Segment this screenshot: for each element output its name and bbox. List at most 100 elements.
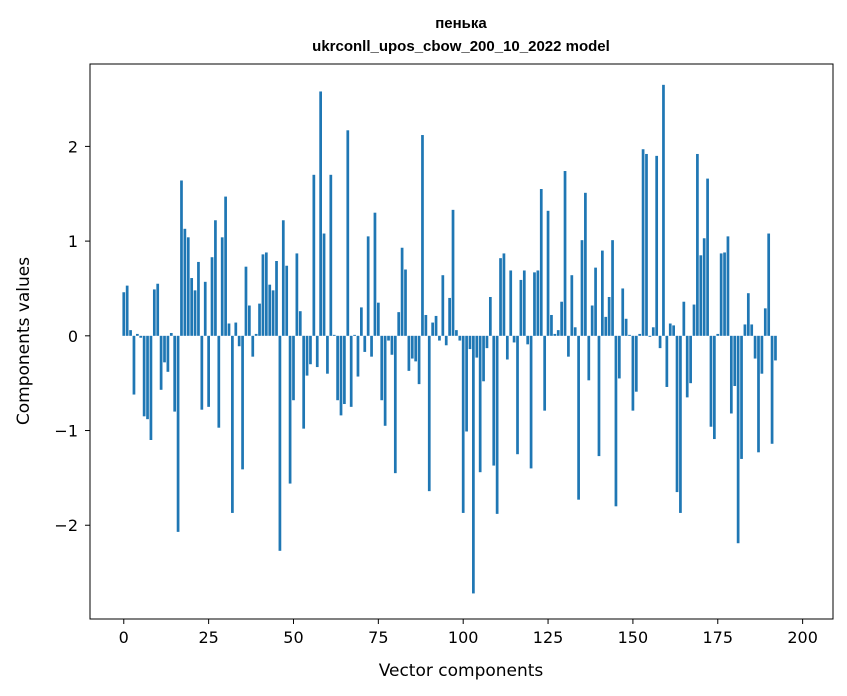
- y-tick-label--2: −2: [54, 516, 78, 535]
- bar-170: [699, 255, 703, 336]
- bar-8: [149, 335, 153, 440]
- bar-103: [472, 335, 475, 594]
- bar-162: [672, 325, 675, 336]
- bar-111: [499, 258, 502, 336]
- bar-188: [760, 335, 764, 374]
- bar-96: [448, 297, 451, 336]
- bar-137: [587, 335, 591, 381]
- bar-185: [750, 324, 754, 336]
- bar-32: [231, 335, 234, 513]
- bar-95: [444, 335, 448, 346]
- bar-77: [383, 335, 387, 426]
- bar-87: [417, 335, 421, 385]
- bar-26: [210, 257, 214, 336]
- bar-134: [577, 335, 580, 500]
- x-tick-label-0: 0: [119, 628, 129, 647]
- bar-120: [529, 335, 533, 469]
- x-tick-label-200: 200: [787, 628, 818, 647]
- bar-43: [268, 284, 272, 336]
- bar-19: [186, 237, 190, 336]
- bar-110: [495, 335, 499, 514]
- bar-99: [458, 335, 462, 341]
- x-tick-label-100: 100: [448, 628, 479, 647]
- bar-150: [631, 335, 635, 411]
- bar-98: [455, 330, 458, 336]
- bar-35: [241, 335, 244, 470]
- bar-42: [264, 252, 268, 336]
- x-axis-ticks: 0 25 50 75 100 125 150 175 200: [119, 619, 818, 647]
- bar-164: [679, 335, 682, 513]
- bar-6: [142, 335, 146, 417]
- bar-187: [757, 335, 760, 453]
- bar-101: [465, 335, 468, 432]
- bar-154: [645, 153, 648, 336]
- y-axis-label: Components values: [14, 257, 34, 425]
- bar-167: [689, 335, 692, 384]
- bar-163: [675, 335, 679, 493]
- bar-0: [122, 292, 126, 336]
- bar-125: [546, 210, 550, 336]
- bar-60: [326, 335, 329, 374]
- bar-74: [373, 212, 377, 336]
- bar-128: [556, 330, 560, 336]
- bar-191: [770, 335, 774, 444]
- bar-102: [468, 335, 472, 350]
- bar-72: [366, 236, 370, 336]
- chart-title: пенька: [435, 15, 487, 32]
- bar-70: [360, 307, 363, 336]
- x-tick-label-175: 175: [702, 628, 733, 647]
- bar-76: [380, 335, 384, 401]
- bar-138: [590, 305, 594, 336]
- bar-17: [180, 180, 183, 336]
- x-axis-label: Vector components: [379, 661, 544, 681]
- bar-33: [234, 322, 238, 336]
- bar-86: [414, 335, 418, 362]
- bar-58: [319, 91, 322, 336]
- bar-147: [621, 288, 625, 336]
- bar-63: [336, 335, 339, 401]
- y-tick-label-2: 2: [68, 137, 78, 156]
- bar-168: [692, 304, 696, 336]
- bar-73: [370, 335, 373, 357]
- x-tick-label-75: 75: [368, 628, 388, 647]
- bar-52: [298, 311, 302, 336]
- bar-183: [743, 324, 747, 336]
- bar-119: [526, 335, 530, 345]
- x-tick-label-125: 125: [533, 628, 564, 647]
- bar-7: [146, 335, 149, 420]
- bar-21: [193, 290, 197, 336]
- bar-64: [339, 335, 343, 416]
- bar-116: [516, 335, 519, 455]
- bar-179: [729, 335, 733, 414]
- bar-171: [702, 238, 706, 336]
- bar-45: [275, 261, 278, 336]
- bar-132: [570, 275, 574, 336]
- bar-140: [597, 335, 601, 457]
- bar-139: [594, 267, 597, 336]
- bar-186: [753, 335, 757, 359]
- bar-48: [285, 265, 289, 336]
- bar-39: [254, 333, 258, 336]
- bar-177: [723, 252, 726, 336]
- bar-9: [152, 289, 156, 336]
- bar-131: [567, 335, 570, 357]
- bar-124: [543, 335, 547, 411]
- bar-80: [393, 335, 397, 474]
- bar-2: [129, 330, 132, 336]
- bar-165: [682, 301, 686, 336]
- bar-109: [492, 335, 496, 466]
- bar-84: [407, 335, 411, 371]
- bar-142: [604, 316, 608, 336]
- bar-115: [512, 335, 516, 343]
- bar-104: [475, 335, 479, 358]
- bar-148: [624, 318, 628, 336]
- bar-71: [363, 335, 367, 352]
- bar-160: [665, 335, 669, 387]
- y-tick-label-1: 1: [68, 232, 78, 251]
- bar-20: [190, 278, 194, 336]
- bar-83: [404, 269, 407, 336]
- bar-145: [614, 335, 618, 507]
- bar-91: [431, 322, 435, 336]
